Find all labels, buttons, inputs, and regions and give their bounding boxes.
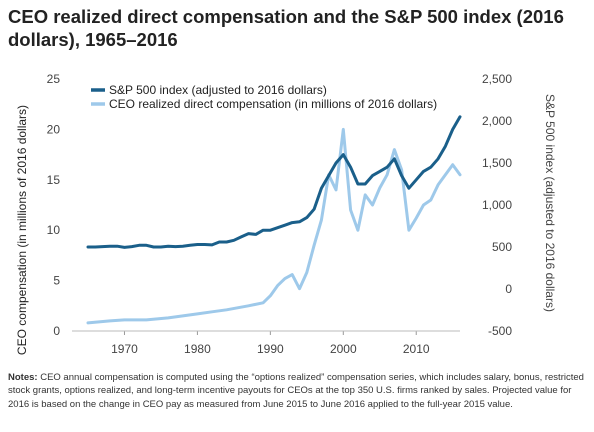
sp500-line [86, 115, 462, 249]
chart-canvas: 0 5 10 15 20 25 -500 0 500 1,000 1,500 2,000 2,500 19… [15, 72, 557, 356]
y-right-tick-label: 500 [492, 240, 512, 254]
legend-label: CEO realized direct compensation (in mil… [109, 97, 437, 111]
y-right-tick-label: 2,500 [482, 72, 512, 86]
y-left-tick-label: 15 [47, 173, 61, 187]
y-left-tick-label: 10 [47, 223, 61, 237]
y-left-tick-label: 25 [47, 72, 61, 86]
chart-title: CEO realized direct compensation and the… [8, 6, 564, 50]
y-right-tick-label: 1,000 [482, 198, 512, 212]
notes-label: Notes: [8, 372, 38, 383]
y-right-tick-label: 2,000 [482, 114, 512, 128]
plot-area: 0 5 10 15 20 25 -500 0 500 1,000 1,500 2,000 2,500 19… [47, 72, 513, 356]
y-right-tick-label: -500 [488, 324, 512, 338]
y-axis-left-label: CEO compensation (in millions of 2016 do… [15, 105, 29, 355]
legend-label: S&P 500 index (adjusted to 2016 dollars) [109, 83, 327, 97]
x-tick-label: 2010 [403, 342, 430, 356]
notes: Notes: CEO annual compensation is comput… [8, 371, 584, 411]
y-right-tick-label: 1,500 [482, 156, 512, 170]
notes-text: CEO annual compensation is computed usin… [8, 372, 584, 410]
y-left-tick-label: 0 [53, 324, 60, 338]
y-left-tick-label: 5 [53, 274, 60, 288]
x-tick-label: 2000 [330, 342, 357, 356]
y-axis-right-label: S&P 500 index (adjusted to 2016 dollars) [543, 94, 557, 312]
x-tick-label: 1990 [257, 342, 284, 356]
ceo-compensation-line [86, 127, 462, 325]
y-right-tick-label: 0 [505, 282, 512, 296]
y-left-tick-label: 20 [47, 122, 61, 136]
x-tick-label: 1970 [111, 342, 138, 356]
x-tick-label: 1980 [184, 342, 211, 356]
